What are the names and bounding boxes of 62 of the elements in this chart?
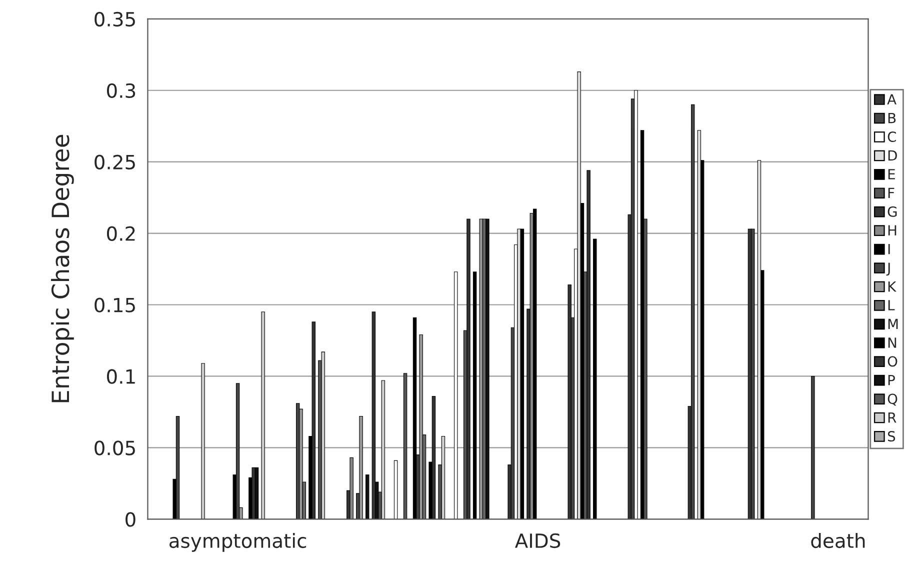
bar: [432, 396, 436, 520]
legend-label: G: [888, 206, 897, 217]
legend-label: M: [888, 318, 898, 330]
bar: [454, 272, 458, 520]
bar: [586, 170, 590, 520]
y-tick-label: 0.3: [106, 83, 136, 98]
legend-label: L: [888, 300, 895, 310]
legend-label: B: [888, 112, 896, 124]
legend-label: F: [888, 188, 894, 198]
bar: [751, 228, 755, 520]
x-tick-label: asymptomatic: [170, 533, 306, 552]
bar: [811, 376, 815, 520]
legend-label: C: [888, 132, 896, 142]
legend-label: K: [888, 281, 896, 292]
legend-label: I: [888, 244, 890, 254]
legend-label: E: [888, 169, 895, 180]
bar: [176, 416, 180, 520]
y-tick-label: 0: [126, 512, 136, 527]
legend-label: H: [888, 225, 896, 236]
bar: [593, 238, 597, 520]
legend-label: D: [888, 150, 897, 161]
bar: [568, 284, 572, 520]
bar: [366, 474, 370, 520]
legend-label: P: [888, 375, 895, 386]
bar: [517, 228, 521, 520]
bar: [261, 312, 265, 520]
bar: [634, 90, 638, 520]
bar: [472, 272, 477, 520]
bar: [372, 312, 376, 520]
bar: [312, 322, 316, 520]
bar: [412, 317, 417, 520]
bar: [254, 467, 259, 520]
bar: [381, 380, 386, 520]
y-tick-label: 0.15: [94, 298, 135, 312]
y-tick-label: 0.05: [94, 440, 135, 456]
bar: [486, 218, 490, 520]
bar: [532, 208, 537, 520]
y-tick-label: 0.35: [94, 12, 135, 27]
legend-label: O: [888, 356, 898, 367]
bar: [321, 352, 325, 520]
legend-label: S: [888, 431, 896, 442]
bar: [690, 104, 695, 520]
y-axis-title: Entropic Chaos Degree: [51, 134, 74, 402]
bar: [252, 467, 256, 520]
y-tick-label: 0.25: [94, 154, 135, 170]
bar: [350, 457, 354, 520]
bar: [441, 436, 446, 520]
bar: [466, 218, 470, 520]
bar: [201, 363, 205, 520]
legend-label: A: [887, 94, 896, 104]
y-tick-label: 0.1: [106, 369, 135, 384]
x-tick-label: death: [811, 533, 865, 548]
legend-label: N: [888, 338, 896, 348]
y-tick-label: 0.2: [106, 226, 135, 241]
x-tick-label: AIDS: [514, 533, 560, 548]
bar: [577, 72, 581, 520]
legend-label: Q: [888, 394, 898, 406]
bar: [520, 228, 524, 520]
bar: [394, 460, 398, 520]
bar: [236, 383, 240, 520]
legend-label: R: [888, 412, 896, 423]
legend-label: J: [886, 262, 890, 276]
